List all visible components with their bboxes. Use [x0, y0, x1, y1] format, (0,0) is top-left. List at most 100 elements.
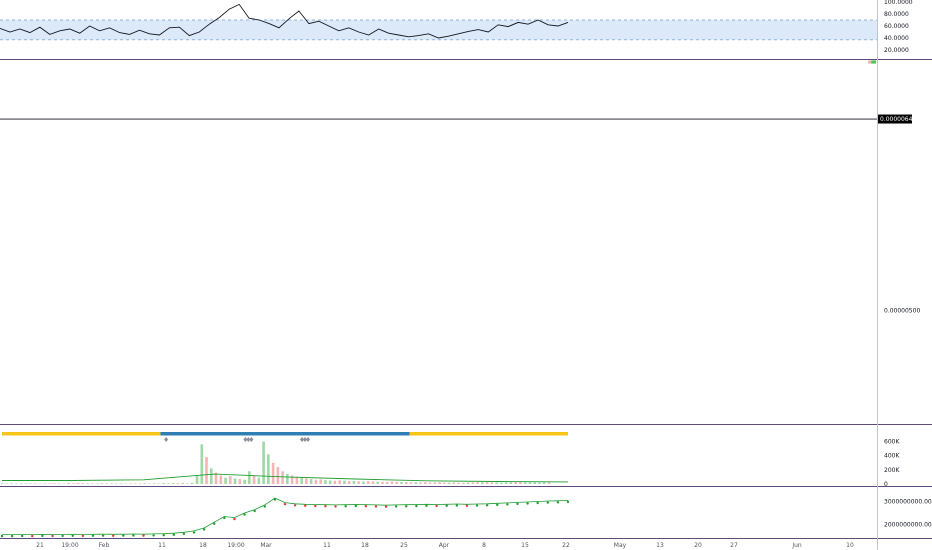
time-tick-label: 13: [656, 542, 664, 549]
time-tick-label: 18: [199, 542, 207, 549]
obv-dot: [354, 504, 357, 508]
volume-bar: [53, 483, 56, 484]
volume-bars: [0, 441, 551, 484]
volume-panel: 600K 400K 200K 0: [0, 432, 900, 488]
obv-dot: [263, 505, 266, 508]
volume-bar: [276, 467, 280, 484]
obv-dot: [455, 504, 459, 507]
obv-dot: [71, 534, 74, 537]
volume-bar: [224, 477, 227, 484]
volume-bar: [443, 482, 446, 484]
price-tick-label: 0.00000500: [884, 308, 920, 315]
obv-dot: [253, 509, 256, 513]
signal-strip-segment: [160, 432, 410, 436]
obv-dot: [213, 522, 216, 525]
volume-bar: [186, 483, 189, 484]
obv-dot: [425, 504, 428, 507]
volume-bar: [500, 482, 503, 484]
obv-dot: [243, 513, 246, 516]
signal-strip: [2, 432, 568, 442]
level-labels: 0.000046860.000042640.000036920.00003090…: [878, 114, 916, 124]
rsi-line: [0, 3, 569, 39]
obv-dot: [152, 534, 155, 537]
volume-bar: [362, 481, 365, 484]
volume-bar: [485, 482, 489, 484]
obv-axis: 3000000000.00000000 2000000000.00000000: [884, 499, 932, 529]
rsi-panel: 100.0000 80.0000 60.0000 40.0000 20.0000: [0, 0, 913, 54]
rsi-tick-label: 40.0000: [884, 35, 909, 42]
obv-dot: [334, 505, 337, 508]
volume-bar: [267, 454, 270, 484]
obv-dot: [415, 504, 418, 508]
volume-profile-bar-up: [871, 60, 876, 64]
obv-dot: [546, 501, 549, 504]
volume-bar: [110, 483, 113, 484]
obv-dot: [21, 534, 24, 538]
volume-bar: [400, 482, 403, 484]
volume-bar: [404, 482, 408, 484]
obv-dot: [475, 504, 479, 507]
volume-bar: [523, 482, 527, 484]
time-tick-label: 19:00: [61, 542, 78, 549]
rsi-axis: 100.0000 80.0000 60.0000 40.0000 20.0000: [884, 0, 913, 54]
volume-bar: [514, 482, 517, 484]
obv-tick-label: 2000000000.00000000: [884, 522, 932, 529]
obv-dot: [314, 504, 317, 508]
volume-bar: [519, 481, 522, 484]
volume-bar: [414, 482, 418, 484]
volume-bar: [138, 483, 142, 484]
volume-bar: [105, 483, 108, 484]
volume-bar: [190, 482, 194, 484]
volume-bar: [319, 479, 322, 484]
volume-bar: [243, 479, 246, 484]
volume-bar: [385, 482, 389, 484]
rsi-tick-label: 80.0000: [884, 11, 909, 18]
volume-bar: [309, 479, 313, 484]
volume-bar: [542, 482, 546, 484]
volume-profile-bar-down: [868, 60, 872, 64]
volume-bar: [176, 483, 180, 484]
time-tick-label: Mar: [260, 542, 272, 549]
obv-dot: [364, 505, 368, 508]
volume-bar: [471, 482, 475, 484]
level-label-bg: [878, 114, 912, 124]
volume-bar: [466, 482, 470, 484]
volume-bar: [395, 481, 399, 484]
volume-bar: [271, 462, 275, 484]
volume-bar: [352, 481, 356, 484]
volume-bar: [162, 483, 166, 484]
obv-dot: [41, 534, 44, 538]
volume-bar: [24, 483, 28, 484]
volume-bar: [195, 475, 199, 484]
volume-bar: [366, 481, 370, 484]
volume-bar: [252, 475, 256, 484]
volume-bar: [452, 482, 456, 484]
volume-bar: [286, 474, 289, 484]
volume-bar: [167, 483, 170, 484]
rsi-tick-label: 100.0000: [884, 0, 913, 6]
volume-bar: [72, 483, 75, 484]
volume-axis: 600K 400K 200K 0: [884, 439, 900, 488]
volume-bar: [238, 479, 242, 484]
time-tick-label: 20: [694, 542, 702, 549]
volume-bar: [181, 483, 185, 484]
time-tick-label: 11: [323, 542, 331, 549]
time-tick-label: 25: [400, 542, 408, 549]
volume-bar: [305, 478, 308, 484]
volume-bar: [214, 472, 218, 484]
obv-dot: [192, 531, 196, 534]
time-tick-label: 8: [482, 542, 486, 549]
volume-bar: [262, 441, 265, 484]
rsi-band: [0, 20, 877, 40]
obv-dot: [233, 517, 236, 521]
rsi-tick-label: 20.0000: [884, 47, 909, 54]
time-axis: 21 19:00 Feb 11 18 19:00 Mar 11 18 25 Apr 8 15 22 May 1…: [36, 542, 854, 549]
volume-bar: [229, 476, 232, 484]
price-panel: 0.00000570 (15.58%) 5750.00000994 (26.94…: [0, 60, 920, 315]
volume-bar: [57, 483, 61, 484]
volume-bar: [343, 480, 346, 484]
volume-bar: [67, 483, 70, 484]
obv-dot: [10, 534, 14, 538]
time-tick-label: 27: [730, 542, 738, 549]
